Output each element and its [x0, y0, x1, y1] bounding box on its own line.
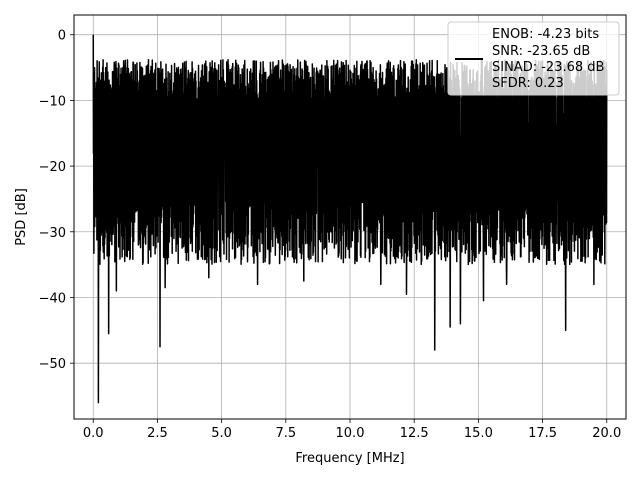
y-axis: 0 −10 −20 −30 −40 −50 [39, 29, 74, 372]
y-tick-label: −20 [39, 160, 66, 175]
x-axis: 0.0 2.5 5.0 7.5 10.0 12.5 15.0 17.5 20.0 [83, 419, 621, 441]
y-tick-label: −50 [39, 357, 66, 372]
legend-entry-snr: SNR: -23.65 dB [492, 44, 590, 59]
legend-box [447, 21, 620, 96]
y-tick-label: −30 [39, 226, 66, 241]
legend-entry-sinad: SINAD: -23.68 dB [492, 60, 604, 75]
x-tick-label: 20.0 [592, 426, 621, 441]
x-tick-label: 2.5 [147, 426, 168, 441]
x-tick-label: 5.0 [211, 426, 232, 441]
x-tick-label: 15.0 [464, 426, 493, 441]
x-tick-label: 7.5 [275, 426, 296, 441]
x-tick-label: 17.5 [528, 426, 557, 441]
legend: ENOB: -4.23 bits SNR: -23.65 dB SINAD: -… [447, 21, 620, 96]
legend-entry-enob: ENOB: -4.23 bits [492, 27, 599, 42]
x-axis-label: Frequency [MHz] [295, 451, 404, 466]
x-tick-label: 10.0 [336, 426, 365, 441]
legend-entry-sfdr: SFDR: 0.23 [492, 76, 564, 91]
y-tick-label: −10 [39, 94, 66, 109]
x-tick-label: 0.0 [83, 426, 104, 441]
x-tick-label: 12.5 [400, 426, 429, 441]
y-axis-label: PSD [dB] [14, 188, 29, 246]
y-tick-label: −40 [39, 291, 66, 306]
y-tick-label: 0 [58, 29, 66, 44]
